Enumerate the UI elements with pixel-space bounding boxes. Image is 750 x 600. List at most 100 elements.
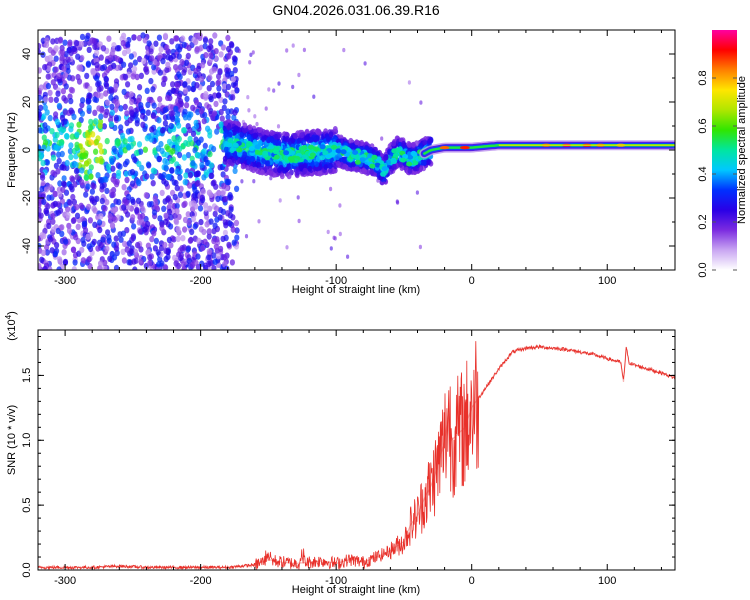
spectrogram-noise-cell bbox=[94, 138, 100, 146]
spectrogram-noise-cell bbox=[40, 51, 46, 58]
spectrogram-y-tick-label: -20 bbox=[21, 190, 33, 206]
spectrogram-band-cell bbox=[317, 170, 323, 177]
spectrogram-hot-cell bbox=[273, 154, 280, 160]
spectrogram-band-cell bbox=[261, 136, 266, 142]
spectrogram-band-cell bbox=[269, 129, 275, 136]
spectrogram-noise-cell bbox=[199, 161, 205, 169]
spectrogram-noise-cell bbox=[206, 254, 212, 261]
spectrogram-noise-cell bbox=[184, 102, 190, 109]
spectrogram-noise-cell bbox=[174, 184, 180, 192]
spectrogram-noise-cell bbox=[97, 226, 103, 234]
spectrogram-noise-cell bbox=[211, 66, 217, 73]
spectrogram-noise-cell bbox=[112, 216, 118, 223]
spectrogram-band-cell bbox=[383, 154, 388, 161]
spectrogram-band-cell bbox=[279, 173, 285, 180]
spectrogram-noise-cell bbox=[79, 33, 86, 41]
spectrogram-band-cell bbox=[421, 159, 427, 166]
spectrogram-noise-cell bbox=[121, 61, 127, 68]
spectrogram-noise-cell bbox=[204, 221, 210, 228]
spectrogram-noise-cell bbox=[177, 151, 183, 159]
spectrogram-noise-cell bbox=[218, 51, 224, 58]
spectrogram-noise-cell bbox=[59, 224, 65, 231]
spectrogram-noise-cell bbox=[165, 61, 171, 68]
spectrogram-noise-cell bbox=[206, 104, 212, 111]
spectrogram-noise-cell bbox=[163, 212, 169, 219]
spectrogram-noise-cell bbox=[208, 95, 214, 103]
spectrogram-noise-cell bbox=[161, 178, 167, 185]
spectrogram-noise-cell bbox=[155, 145, 161, 152]
chart-title: GN04.2026.031.06.39.R16 bbox=[272, 2, 440, 18]
spectrogram-speckle-cell bbox=[267, 87, 271, 92]
spectrogram-noise-cell bbox=[168, 242, 174, 249]
spectrogram-noise-cell bbox=[53, 66, 59, 73]
spectrogram-noise-cell bbox=[183, 59, 190, 66]
spectrogram-noise-cell bbox=[175, 117, 181, 124]
spectrogram-noise-cell bbox=[145, 220, 151, 228]
spectrogram-band-cell bbox=[242, 122, 248, 129]
spectrogram-noise-cell bbox=[80, 257, 86, 264]
spectrogram-noise-cell bbox=[56, 266, 62, 270]
spectrogram-band-cell bbox=[323, 164, 329, 170]
spectrogram-noise-cell bbox=[94, 195, 100, 202]
spectrogram-noise-cell bbox=[146, 201, 152, 208]
spectrogram-noise-cell bbox=[98, 260, 104, 267]
spectrogram-noise-cell bbox=[172, 193, 178, 201]
spectrogram-x-tick-label: -300 bbox=[54, 275, 76, 287]
spectrogram-noise-cell bbox=[171, 135, 177, 142]
spectrogram-noise-cell bbox=[173, 35, 179, 42]
spectrogram-band-cell bbox=[315, 156, 321, 163]
spectrogram-hot-cell bbox=[407, 154, 414, 160]
spectrogram-band-cell bbox=[307, 165, 313, 172]
spectrogram-speckle-cell bbox=[278, 198, 282, 203]
spectrogram-noise-cell bbox=[78, 202, 84, 209]
spectrogram-noise-cell bbox=[65, 211, 71, 219]
spectrogram-noise-cell bbox=[78, 116, 84, 124]
spectrogram-noise-cell bbox=[45, 73, 51, 80]
spectrogram-noise-cell bbox=[38, 67, 42, 74]
spectrogram-noise-cell bbox=[140, 213, 146, 220]
spectrogram-noise-cell bbox=[109, 103, 115, 111]
spectrogram-speckle-cell bbox=[296, 195, 300, 200]
spectrogram-noise-cell bbox=[128, 91, 134, 98]
spectrogram-noise-cell bbox=[173, 217, 179, 225]
spectrogram-noise-cell bbox=[105, 229, 111, 236]
spectrogram-noise-cell bbox=[198, 76, 205, 83]
spectrogram-noise-cell bbox=[157, 96, 163, 103]
spectrogram-noise-cell bbox=[185, 190, 191, 198]
spectrogram-noise-cell bbox=[195, 253, 201, 260]
snr-x-tick-label: 0 bbox=[469, 575, 475, 587]
spectrogram-noise-cell bbox=[180, 261, 186, 268]
spectrogram-noise-cell bbox=[131, 223, 137, 230]
spectrogram-noise-cell bbox=[231, 55, 237, 62]
spectrogram-noise-cell bbox=[139, 205, 145, 212]
spectrogram-hot-cell bbox=[248, 146, 255, 152]
spectrogram-noise-cell bbox=[81, 152, 87, 159]
spectrogram-noise-cell bbox=[174, 144, 180, 151]
spectrogram-noise-cell bbox=[181, 127, 187, 134]
spectrogram-band-cell bbox=[222, 155, 228, 162]
spectrogram-noise-cell bbox=[85, 131, 91, 138]
spectrogram-hot-cell bbox=[412, 160, 419, 166]
spectrogram-noise-cell bbox=[104, 187, 110, 195]
spectrogram-noise-cell bbox=[229, 42, 235, 49]
spectrogram-noise-cell bbox=[80, 97, 86, 104]
spectrogram-band-cell bbox=[332, 126, 338, 132]
spectrogram-noise-cell bbox=[129, 135, 135, 143]
spectrogram-noise-cell bbox=[153, 237, 159, 245]
spectrogram-hot-cell bbox=[309, 152, 316, 158]
spectrogram-band-cell bbox=[282, 167, 287, 174]
spectrogram-noise-cell bbox=[163, 218, 169, 225]
spectrogram-noise-cell bbox=[156, 34, 162, 41]
spectrogram-hot-cell bbox=[335, 148, 342, 154]
spectrogram-noise-cell bbox=[132, 156, 138, 163]
spectrogram-noise-cell bbox=[90, 131, 96, 138]
spectrogram-noise-cell bbox=[147, 259, 153, 267]
spectrogram-noise-cell bbox=[50, 38, 56, 45]
spectrogram-noise-cell bbox=[56, 72, 62, 80]
spectrogram-noise-cell bbox=[106, 234, 112, 241]
spectrogram-noise-cell bbox=[41, 113, 47, 120]
spectrogram-noise-cell bbox=[220, 190, 226, 197]
spectrogram-noise-cell bbox=[71, 198, 77, 206]
spectrogram-noise-cell bbox=[107, 54, 113, 61]
